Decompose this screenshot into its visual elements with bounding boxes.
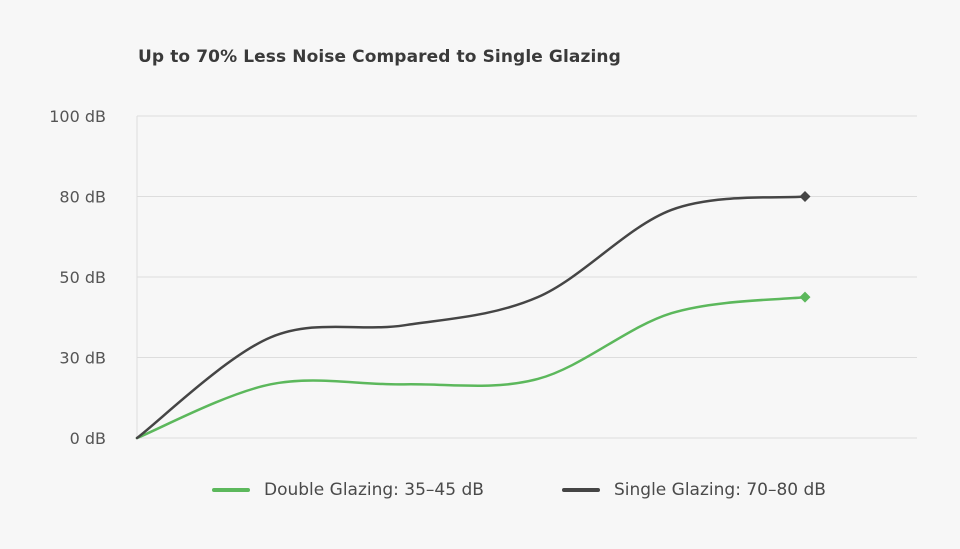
y-tick-label: 50 dB [59,268,106,287]
legend: Double Glazing: 35–45 dB Single Glazing:… [0,477,960,507]
legend-item-single-glazing: Single Glazing: 70–80 dB [562,477,826,503]
end-marker-double-glazing [799,291,811,303]
series-end-markers [799,191,811,303]
legend-item-double-glazing: Double Glazing: 35–45 dB [212,477,484,503]
series-lines [135,195,807,440]
legend-label-double-glazing: Double Glazing: 35–45 dB [264,480,484,500]
chart-title: Up to 70% Less Noise Compared to Single … [138,47,621,67]
y-tick-label: 100 dB [49,107,106,126]
legend-swatch-single-glazing [562,488,600,492]
legend-label-single-glazing: Single Glazing: 70–80 dB [614,480,826,500]
legend-swatch-double-glazing [212,488,250,492]
y-tick-label: 30 dB [59,349,106,368]
y-axis-ticks: 0 dB 30 dB 50 dB 80 dB 100 dB [49,107,106,448]
y-tick-label: 0 dB [70,429,106,448]
end-marker-single-glazing [799,191,811,202]
series-line-double-glazing [135,295,807,440]
y-tick-label: 80 dB [59,188,106,207]
series-line-single-glazing [135,195,807,440]
